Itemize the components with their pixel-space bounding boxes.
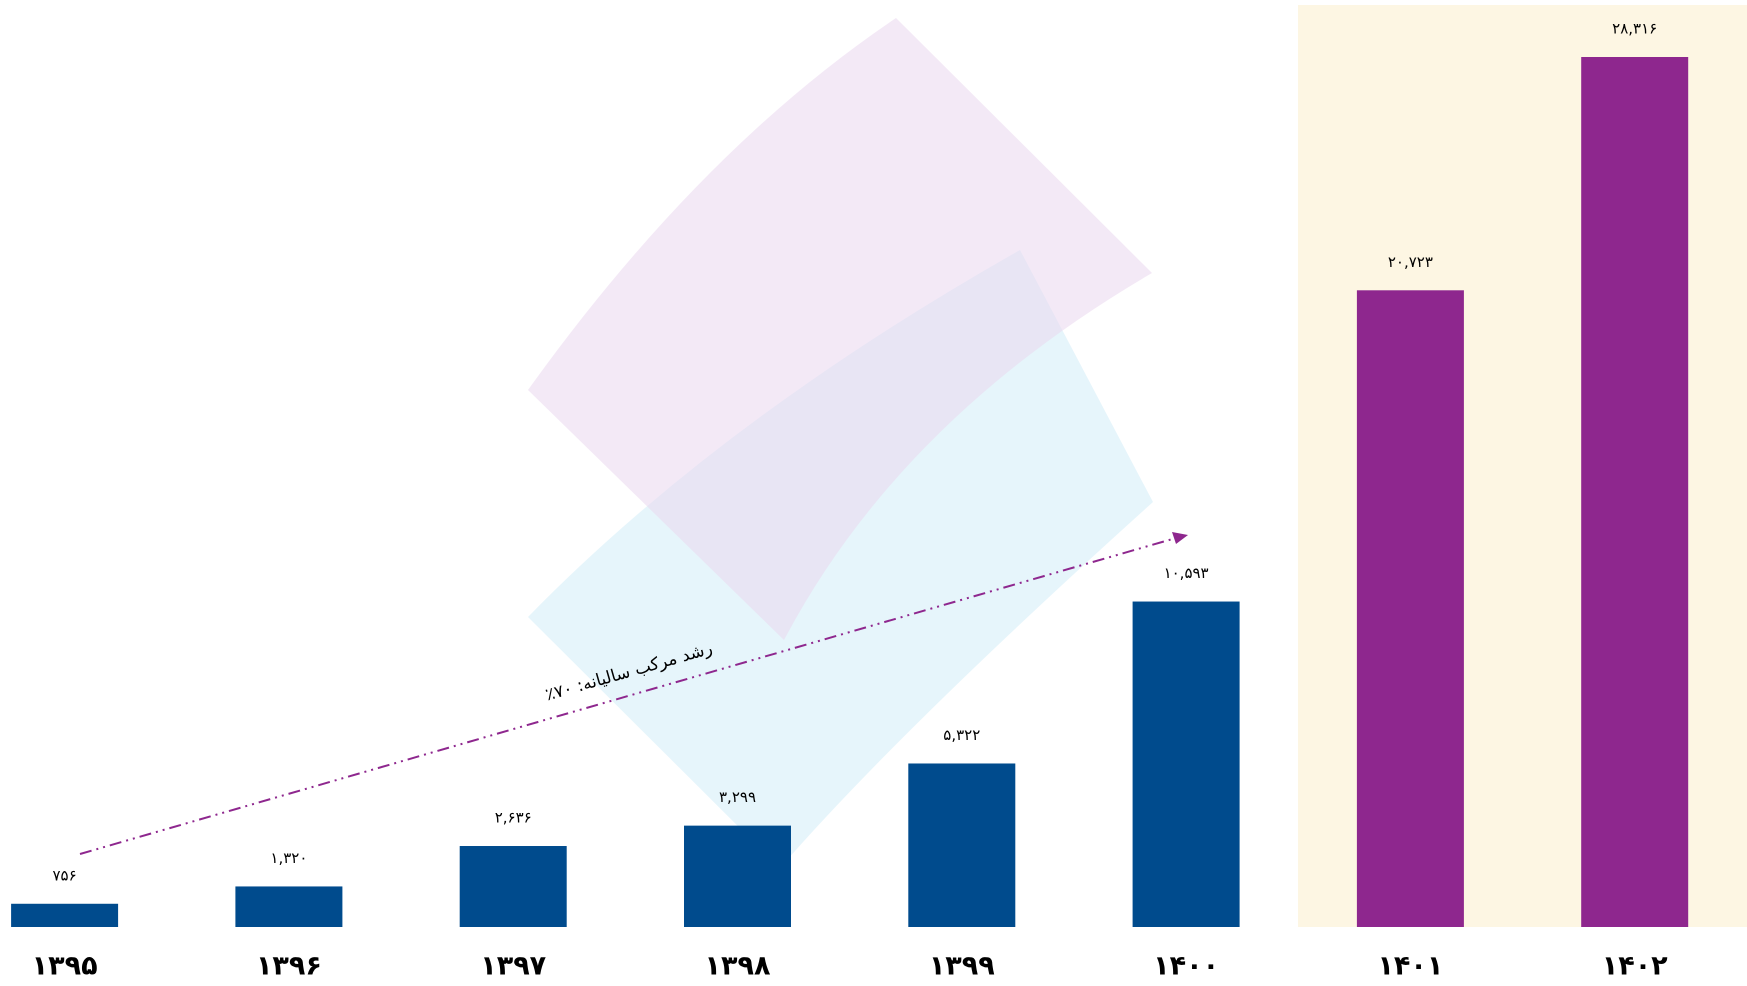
arrow-head — [1172, 532, 1188, 544]
value-label: ۲۸,۳۱۶ — [1612, 20, 1657, 38]
bar — [1581, 57, 1689, 927]
value-label: ۱۰,۵۹۳ — [1164, 564, 1209, 582]
value-label: ۳,۲۹۹ — [719, 788, 756, 806]
background-logo — [528, 250, 1153, 868]
x-tick-label: ۱۳۹۸ — [705, 951, 771, 982]
trend-arrow — [79, 537, 1177, 855]
x-tick-label: ۱۴۰۲ — [1602, 951, 1668, 982]
bar — [908, 763, 1016, 927]
value-label: ۵,۳۲۲ — [943, 726, 980, 744]
bar — [1132, 601, 1240, 927]
x-tick-label: ۱۳۹۵ — [32, 951, 98, 982]
bar — [1356, 290, 1464, 927]
background-logo — [528, 18, 1152, 640]
value-label: ۲۰,۷۲۳ — [1388, 253, 1433, 271]
x-tick-label: ۱۳۹۹ — [929, 951, 995, 982]
bar — [684, 825, 791, 927]
bar — [11, 903, 119, 927]
value-label: ۷۵۶ — [53, 866, 77, 884]
x-tick-label: ۱۴۰۰ — [1153, 951, 1219, 982]
x-tick-label: ۱۴۰۱ — [1377, 951, 1443, 982]
value-label: ۲,۶۳۶ — [495, 809, 532, 827]
x-tick-label: ۱۳۹۶ — [256, 951, 322, 982]
bar — [235, 886, 343, 927]
bar — [459, 846, 567, 927]
value-label: ۱,۳۲۰ — [270, 849, 307, 867]
x-tick-label: ۱۳۹۷ — [480, 951, 546, 982]
